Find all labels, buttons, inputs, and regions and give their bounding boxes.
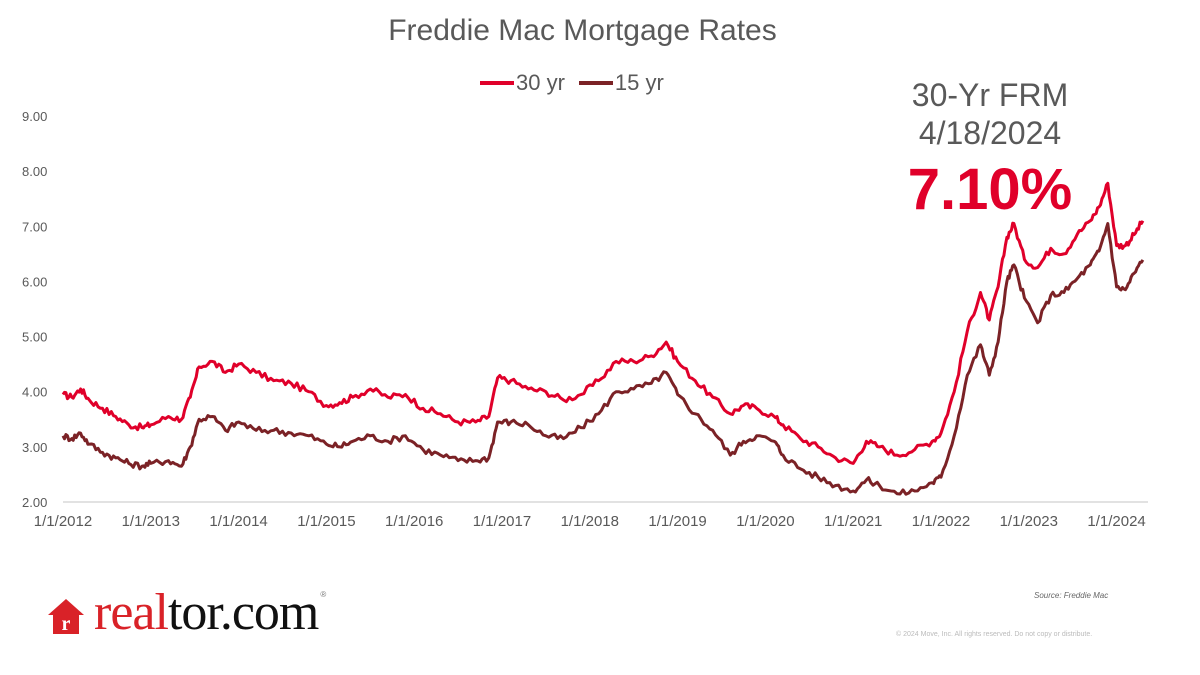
- legend-swatch-15yr: [578, 81, 613, 85]
- legend-item-15yr: 15 yr: [578, 70, 664, 96]
- y-tick-label: 3.00: [22, 440, 47, 455]
- x-tick-label: 1/1/2012: [34, 513, 92, 530]
- realtor-logo: r realtor.com ®: [46, 587, 327, 639]
- logo-tor: tor.com: [167, 584, 319, 641]
- x-tick-label: 1/1/2016: [385, 513, 443, 530]
- x-tick-label: 1/1/2021: [824, 513, 882, 530]
- callout-date: 4/18/2024: [918, 115, 1062, 151]
- x-tick-label: 1/1/2015: [297, 513, 355, 530]
- y-tick-label: 2.00: [22, 495, 47, 510]
- x-tick-label: 1/1/2023: [1000, 513, 1058, 530]
- chart-legend: 30 yr 15 yr: [480, 70, 664, 96]
- legend-swatch-30yr: [480, 81, 514, 85]
- x-tick-label: 1/1/2024: [1087, 513, 1145, 530]
- registered-mark: ®: [320, 590, 327, 599]
- house-icon: r: [48, 599, 84, 635]
- y-tick-label: 6.00: [22, 274, 47, 289]
- logo-real: real: [94, 584, 169, 641]
- legend-item-30yr: 30 yr: [480, 70, 565, 96]
- chart-title: Freddie Mac Mortgage Rates: [388, 14, 777, 47]
- y-tick-label: 8.00: [22, 164, 47, 179]
- x-tick-label: 1/1/2018: [561, 513, 619, 530]
- y-tick-label: 4.00: [22, 385, 47, 400]
- y-axis: 2.00 3.00 4.00 5.00 6.00 7.00 8.00 9.00: [22, 109, 47, 510]
- callout-rate-value: 7.10%: [907, 157, 1073, 222]
- source-note: Source: Freddie Mac: [1034, 591, 1109, 600]
- x-tick-label: 1/1/2013: [122, 513, 180, 530]
- svg-text:r: r: [62, 613, 71, 635]
- callout-label: 30-Yr FRM: [911, 77, 1069, 113]
- copyright-note: © 2024 Move, Inc. All rights reserved. D…: [896, 631, 1093, 638]
- x-axis: 1/1/2012 1/1/2013 1/1/2014 1/1/2015 1/1/2016…: [34, 513, 1146, 530]
- legend-label-15yr: 15 yr: [614, 70, 664, 95]
- series-line-15yr: [61, 222, 1145, 496]
- logo-wordmark: realtor.com: [94, 587, 319, 639]
- x-tick-label: 1/1/2014: [209, 513, 267, 530]
- x-tick-label: 1/1/2017: [473, 513, 531, 530]
- series-line-30yr: [61, 181, 1145, 465]
- series-lines: [61, 181, 1145, 496]
- x-tick-label: 1/1/2019: [648, 513, 706, 530]
- legend-label-30yr: 30 yr: [516, 70, 565, 95]
- y-tick-label: 5.00: [22, 330, 47, 345]
- rate-callout: 30-Yr FRM 4/18/2024 7.10%: [880, 76, 1100, 222]
- x-tick-label: 1/1/2022: [912, 513, 970, 530]
- y-tick-label: 7.00: [22, 219, 47, 234]
- y-tick-label: 9.00: [22, 109, 47, 124]
- x-tick-label: 1/1/2020: [736, 513, 794, 530]
